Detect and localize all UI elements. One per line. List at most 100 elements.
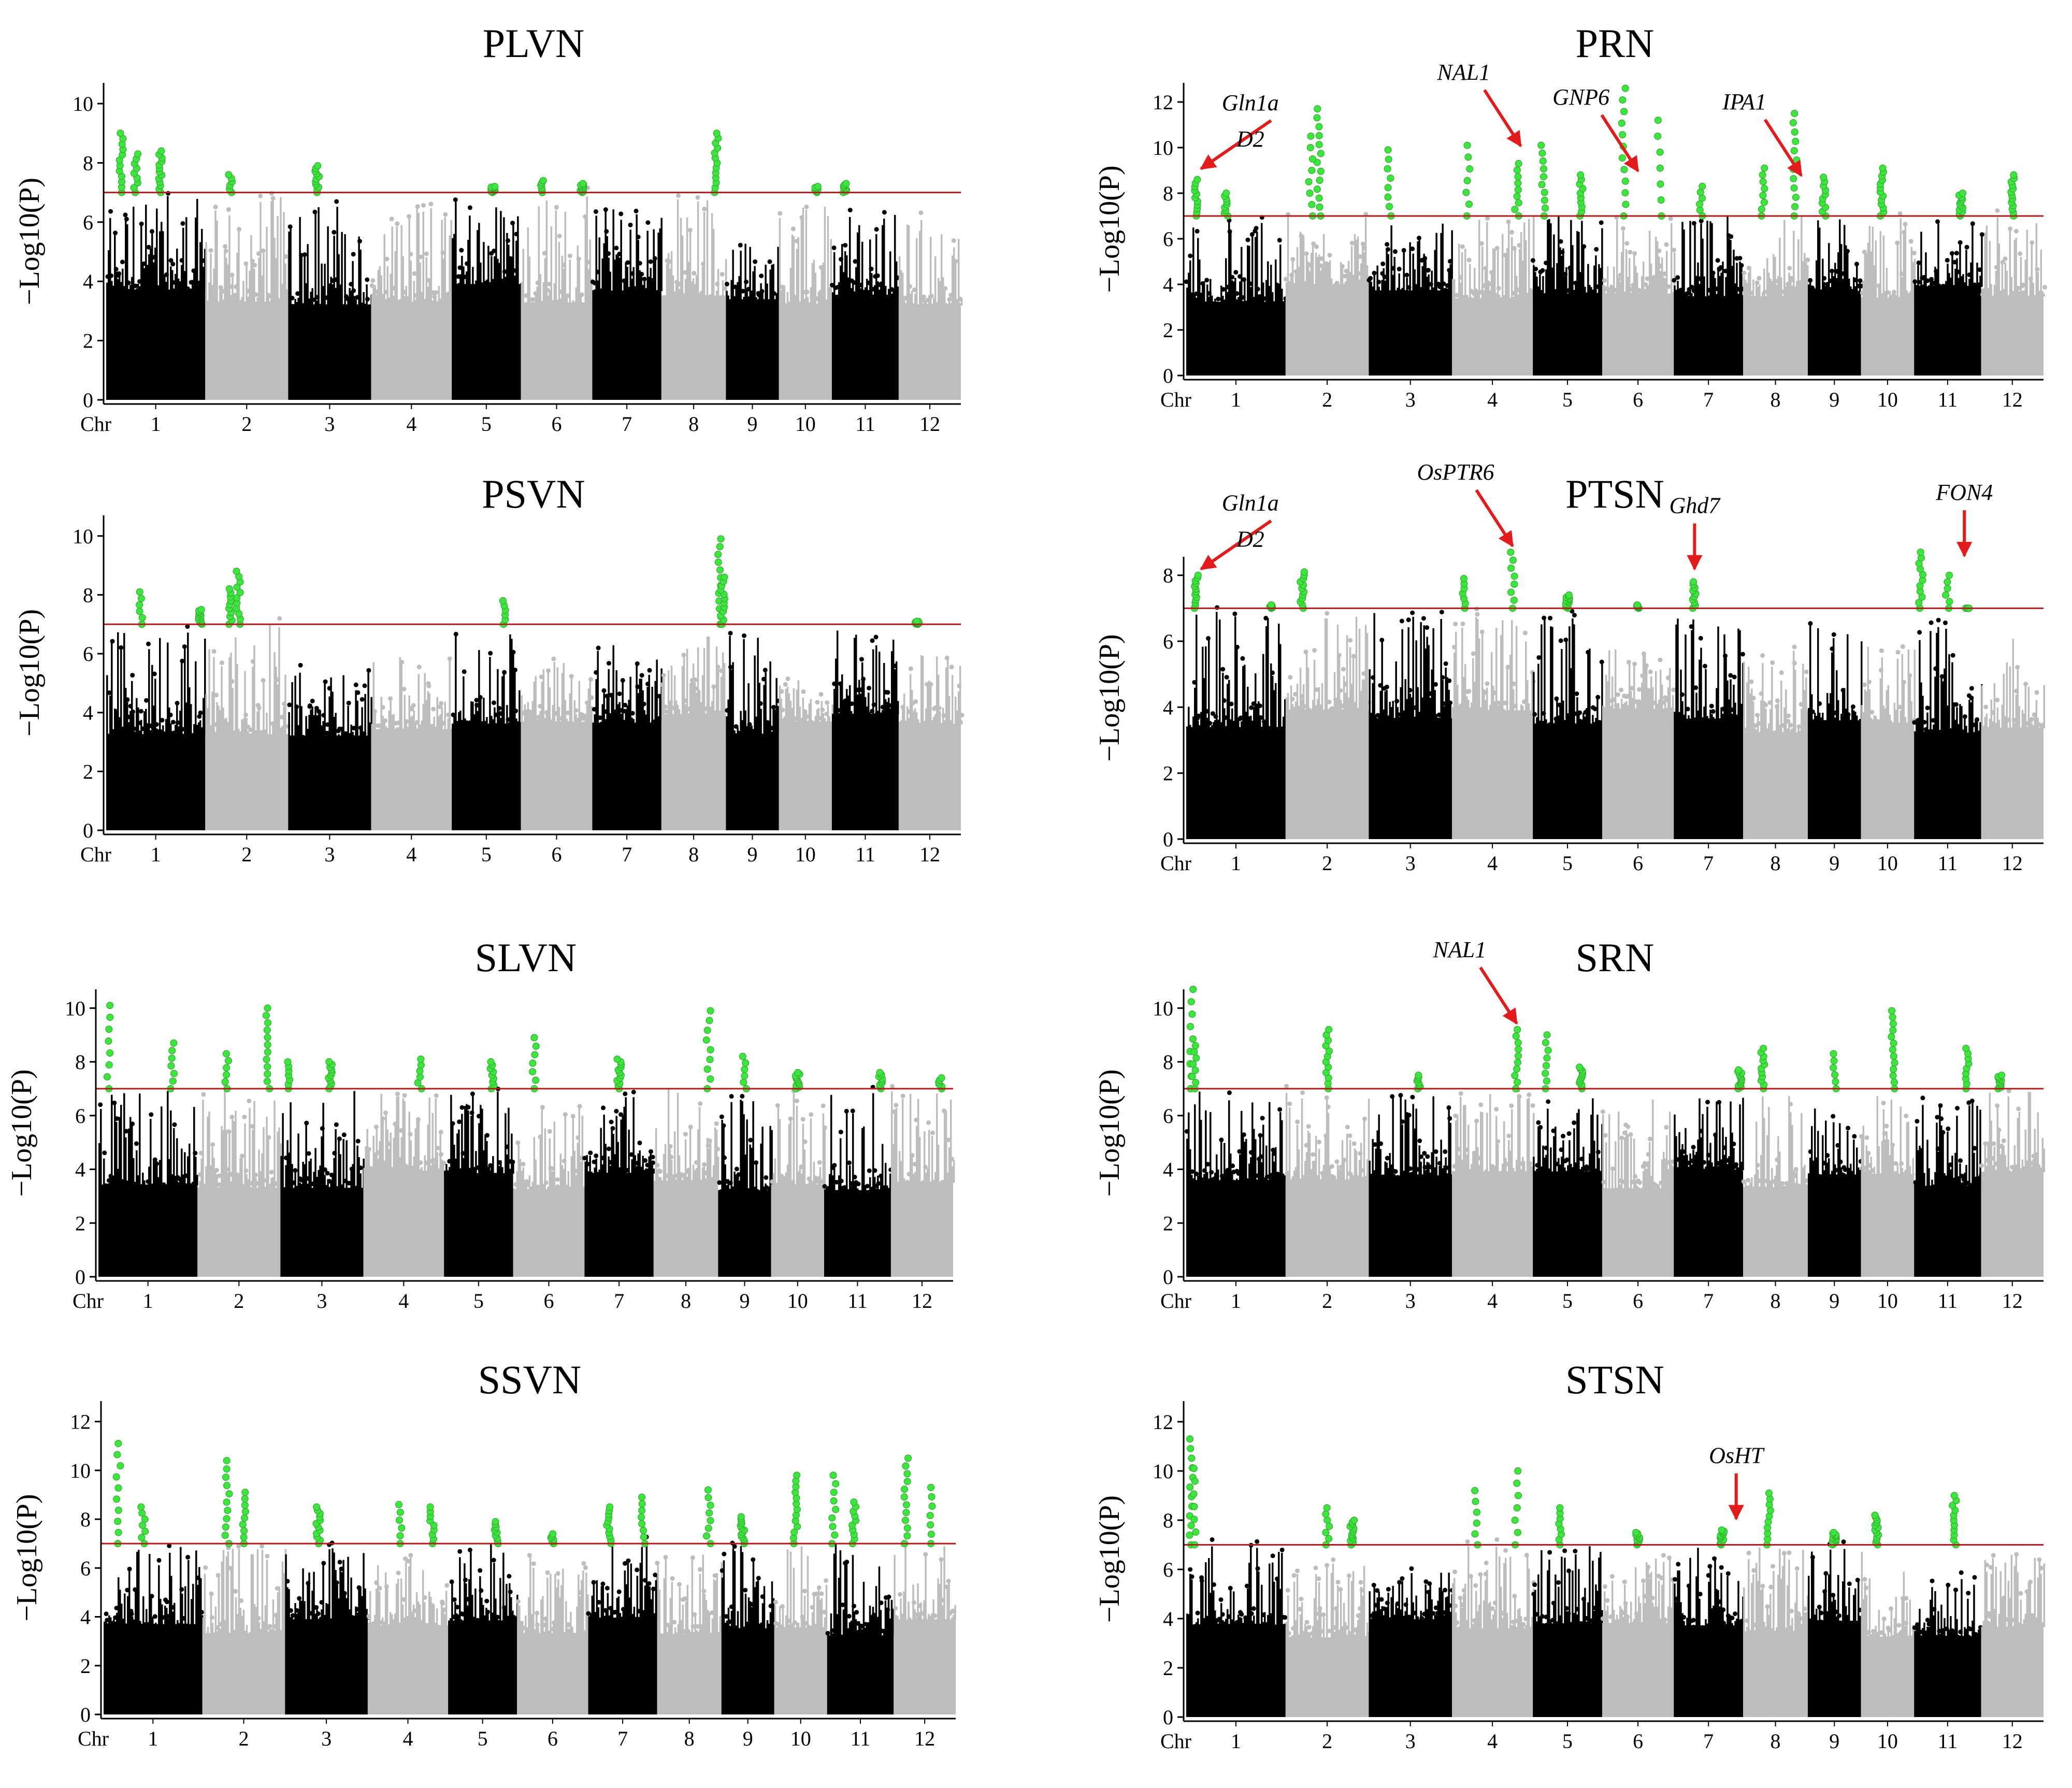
snp-column <box>517 1145 520 1190</box>
significant-point <box>1268 601 1275 609</box>
snp-column <box>1785 689 1787 733</box>
snp-point <box>722 1155 727 1160</box>
snp-column <box>1670 707 1673 710</box>
snp-column <box>198 722 200 735</box>
snp-column <box>878 652 881 715</box>
snp-column <box>847 695 850 715</box>
snp-column <box>1352 278 1355 285</box>
snp-column <box>1942 681 1944 733</box>
snp-column <box>542 1184 545 1190</box>
snp-column <box>598 237 600 292</box>
snp-point <box>609 1119 614 1124</box>
snp-column <box>1338 655 1341 711</box>
snp-point <box>1615 692 1620 697</box>
significant-point <box>1760 198 1768 206</box>
snp-column <box>1785 286 1787 297</box>
snp-point <box>856 1181 861 1187</box>
snp-point <box>818 265 824 270</box>
snp-column <box>376 294 378 302</box>
snp-column <box>204 1184 206 1189</box>
snp-column <box>712 1165 715 1181</box>
snp-column <box>1489 290 1491 299</box>
snp-column <box>687 1171 690 1181</box>
significant-point <box>1621 189 1629 197</box>
snp-column <box>615 670 617 724</box>
x-tick-label: 9 <box>747 412 758 436</box>
snp-point <box>109 273 114 278</box>
snp-point <box>711 684 716 689</box>
snp-point <box>1740 652 1745 657</box>
chr-1-snps <box>98 1091 198 1277</box>
snp-column <box>404 695 406 730</box>
snp-point <box>1290 697 1295 702</box>
snp-point <box>355 690 361 695</box>
snp-column <box>393 295 395 302</box>
snp-column <box>274 1100 276 1189</box>
snp-column <box>631 279 633 292</box>
snp-column <box>1892 296 1894 299</box>
snp-column <box>1848 279 1850 292</box>
snp-column <box>151 233 153 290</box>
y-tick-label: 4 <box>83 270 93 293</box>
significant-hit-chr3 <box>1384 146 1395 220</box>
snp-column <box>136 1150 138 1186</box>
snp-point <box>570 1114 575 1119</box>
snp-point <box>636 235 641 240</box>
snp-column <box>498 1165 500 1174</box>
snp-column <box>1293 283 1296 285</box>
snp-column <box>444 1171 446 1174</box>
snp-column <box>313 715 315 737</box>
snp-column <box>1837 700 1839 721</box>
snp-point <box>1749 679 1754 684</box>
snp-column <box>920 655 923 725</box>
snp-column <box>1699 659 1701 719</box>
snp-column <box>727 1179 729 1191</box>
snp-point <box>1254 226 1259 231</box>
snp-column <box>595 1158 597 1174</box>
snp-column <box>140 719 142 735</box>
snp-column <box>219 287 221 302</box>
snp-column <box>1868 226 1871 299</box>
snp-column <box>167 642 169 735</box>
snp-point <box>734 1176 739 1181</box>
snp-column <box>413 1156 415 1172</box>
snp-column <box>1273 690 1275 728</box>
snp-column <box>327 1179 329 1189</box>
snp-column <box>1793 230 1795 297</box>
snp-column <box>477 1173 479 1174</box>
snp-column <box>932 1180 935 1183</box>
significant-snps <box>103 1002 946 1092</box>
snp-point <box>462 669 467 674</box>
snp-column <box>379 266 381 302</box>
snp-column <box>1509 297 1512 299</box>
snp-column <box>632 719 635 724</box>
snp-column <box>717 669 720 715</box>
snp-column <box>1582 713 1585 724</box>
snp-column <box>911 1156 913 1183</box>
snp-column <box>686 218 688 296</box>
snp-column <box>522 249 525 304</box>
significant-point <box>1464 153 1472 161</box>
snp-point <box>387 696 393 701</box>
significant-point <box>532 1042 540 1050</box>
snp-column <box>1338 284 1341 285</box>
snp-column <box>112 729 114 735</box>
snp-column <box>1852 710 1855 721</box>
snp-point <box>287 224 293 229</box>
snp-column <box>394 1125 396 1172</box>
snp-column <box>1206 717 1208 728</box>
snp-column <box>1720 272 1722 297</box>
snp-column <box>472 1094 474 1174</box>
snp-column <box>706 636 709 715</box>
snp-column <box>1477 290 1479 299</box>
snp-column <box>1310 252 1313 285</box>
snp-column <box>428 693 430 730</box>
snp-column <box>1731 266 1733 297</box>
snp-column <box>1565 267 1567 294</box>
snp-point <box>785 676 790 681</box>
snp-column <box>906 224 909 306</box>
snp-point <box>1995 208 2000 213</box>
snp-point <box>146 244 151 250</box>
snp-column <box>1569 269 1571 294</box>
